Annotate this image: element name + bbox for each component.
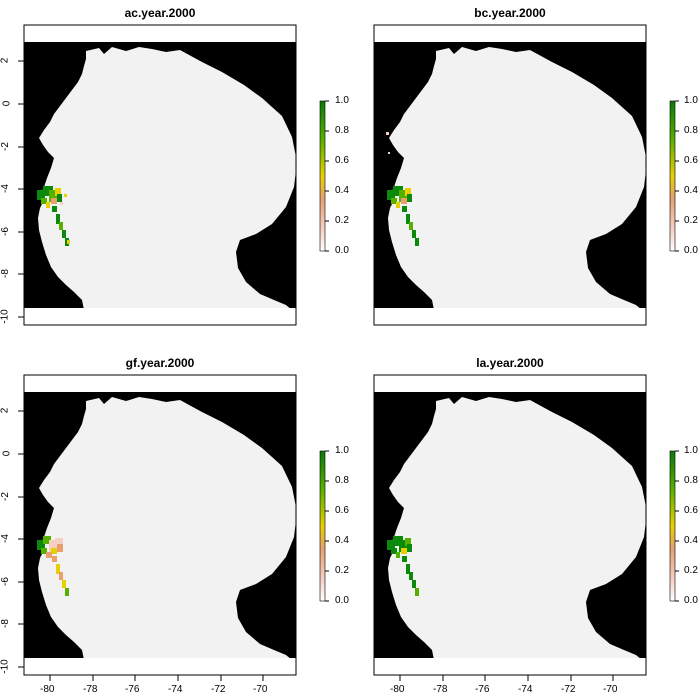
legend-tick-label: 1.0: [684, 95, 698, 106]
legend-tick-label: 0.0: [335, 245, 349, 256]
legend-gf: [319, 450, 329, 602]
panel-frame: [23, 24, 297, 326]
legend-tick-label: 0.8: [335, 125, 349, 136]
legend-tick-label: 1.0: [335, 445, 349, 456]
legend-tick-label: 0.4: [335, 535, 349, 546]
panel-frame: [373, 24, 647, 326]
y-axis-ticks-top: [18, 60, 24, 318]
legend-tick-label: 1.0: [684, 445, 698, 456]
legend-tick-label: 0.4: [684, 535, 698, 546]
x-tick-label: -78: [83, 684, 98, 695]
legend-tick-label: 0.2: [684, 215, 698, 226]
panel-title-bc: bc.year.2000: [474, 6, 546, 20]
y-tick-label: -6: [0, 577, 11, 586]
x-tick-label: -72: [211, 684, 226, 695]
y-tick-label: -2: [0, 492, 11, 501]
y-tick-label: -10: [0, 659, 11, 674]
x-tick-label: -74: [168, 684, 183, 695]
y-tick-label: -8: [0, 269, 11, 278]
legend-tick-label: 0.6: [335, 505, 349, 516]
y-tick-label: 2: [0, 57, 11, 64]
data-cells-ac: [37, 186, 70, 246]
x-tick-label: -70: [253, 684, 268, 695]
y-tick-label: 0: [1, 450, 13, 457]
y-tick-label: -10: [0, 309, 11, 324]
legend-tick-label: 0.0: [335, 595, 349, 606]
legend-tick-label: 0.6: [335, 155, 349, 166]
y-tick-label: 0: [1, 100, 13, 107]
x-tick-label: -74: [518, 684, 533, 695]
legend-tick-label: 0.8: [684, 475, 698, 486]
panel-la: [374, 392, 647, 660]
legend-tick-label: 0.8: [684, 125, 698, 136]
x-axis-ticks-right: [399, 675, 614, 681]
panel-gf: [24, 392, 297, 660]
legend-tick-label: 0.4: [335, 185, 349, 196]
x-tick-label: -76: [475, 684, 490, 695]
legend-tick-label: 0.0: [684, 245, 698, 256]
legend-la: [669, 450, 679, 602]
legend-tick-label: 0.2: [684, 565, 698, 576]
legend-tick-label: 0.6: [684, 505, 698, 516]
y-tick-label: -2: [0, 142, 11, 151]
panel-title-ac: ac.year.2000: [124, 6, 196, 20]
panel-frame: [23, 374, 297, 676]
legend-tick-label: 0.4: [684, 185, 698, 196]
y-tick-label: -6: [0, 227, 11, 236]
legend-tick-label: 0.2: [335, 565, 349, 576]
legend-tick-label: 1.0: [335, 95, 349, 106]
legend-ac: [319, 100, 329, 252]
data-cells-la: [387, 536, 419, 596]
x-tick-label: -80: [390, 684, 405, 695]
x-tick-label: -78: [433, 684, 448, 695]
y-axis-ticks-bottom: [18, 410, 24, 668]
legend-bc: [669, 100, 679, 252]
panel-title-gf: gf.year.2000: [125, 356, 195, 370]
data-cells-gf: [37, 536, 69, 596]
data-cells-bc: [386, 132, 419, 246]
panel-ac: [24, 42, 297, 310]
x-tick-label: -80: [40, 684, 55, 695]
x-tick-label: -76: [125, 684, 140, 695]
panel-bc: [374, 42, 647, 310]
legend-tick-label: 0.8: [335, 475, 349, 486]
y-tick-label: 2: [0, 407, 11, 414]
y-tick-label: -4: [0, 534, 11, 543]
y-tick-label: -8: [0, 619, 11, 628]
y-tick-label: -4: [0, 184, 11, 193]
panel-title-la: la.year.2000: [476, 356, 544, 370]
legend-tick-label: 0.0: [684, 595, 698, 606]
panel-frame: [373, 374, 647, 676]
x-tick-label: -70: [603, 684, 618, 695]
legend-tick-label: 0.2: [335, 215, 349, 226]
x-tick-label: -72: [561, 684, 576, 695]
legend-tick-label: 0.6: [684, 155, 698, 166]
x-axis-ticks-left: [49, 675, 264, 681]
